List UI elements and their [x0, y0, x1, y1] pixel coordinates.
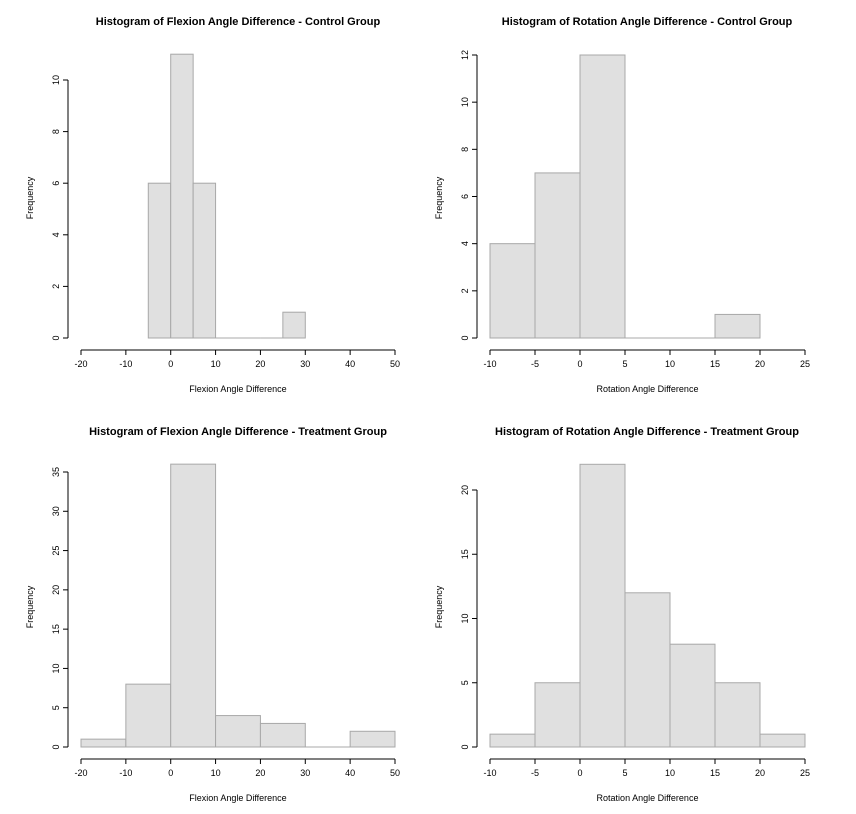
x-axis-label: Flexion Angle Difference [189, 793, 286, 803]
x-tick-label: 50 [390, 359, 400, 369]
histogram-panel-1: Histogram of Flexion Angle Difference - … [25, 16, 400, 394]
y-axis-label: Frequency [25, 176, 35, 219]
histogram-bar [215, 715, 261, 748]
x-tick-label: 20 [255, 359, 265, 369]
y-tick-label: 10 [460, 97, 470, 107]
histogram-bar [489, 243, 536, 339]
histogram-panel-4: Histogram of Rotation Angle Difference -… [434, 426, 810, 803]
y-tick-label: 25 [51, 546, 61, 556]
x-tick-label: 20 [755, 359, 765, 369]
x-tick-label: 30 [300, 768, 310, 778]
x-tick-label: 0 [168, 768, 173, 778]
x-tick-label: -10 [119, 768, 132, 778]
y-tick-label: 6 [51, 181, 61, 186]
x-tick-label: -20 [74, 359, 87, 369]
y-tick-label: 8 [51, 129, 61, 134]
histogram-bar [282, 311, 306, 339]
y-tick-label: 20 [460, 485, 470, 495]
histogram-bar [534, 172, 581, 339]
y-tick-label: 10 [51, 75, 61, 85]
histogram-bar [349, 730, 396, 748]
y-tick-label: 0 [460, 744, 470, 749]
x-tick-label: 15 [710, 768, 720, 778]
y-tick-label: 30 [51, 506, 61, 516]
x-tick-label: 5 [622, 359, 627, 369]
x-tick-label: -20 [74, 768, 87, 778]
y-axis-label: Frequency [25, 585, 35, 628]
y-tick-label: 20 [51, 585, 61, 595]
y-tick-label: 5 [460, 680, 470, 685]
x-tick-label: 0 [577, 768, 582, 778]
x-tick-label: 25 [800, 359, 810, 369]
x-tick-label: 10 [211, 359, 221, 369]
chart-title: Histogram of Flexion Angle Difference - … [89, 426, 387, 438]
x-tick-label: -10 [119, 359, 132, 369]
x-tick-label: 0 [577, 359, 582, 369]
x-tick-label: 20 [755, 768, 765, 778]
x-tick-label: 10 [211, 768, 221, 778]
y-tick-label: 12 [460, 50, 470, 60]
histogram-bar [170, 53, 194, 339]
histogram-bar [147, 182, 172, 339]
histogram-bar [669, 643, 716, 748]
y-tick-label: 0 [460, 335, 470, 340]
x-axis-label: Rotation Angle Difference [597, 793, 699, 803]
y-tick-label: 4 [51, 232, 61, 237]
histogram-bar [624, 592, 671, 748]
y-tick-label: 5 [51, 705, 61, 710]
x-tick-label: 25 [800, 768, 810, 778]
y-axis-label: Frequency [434, 176, 444, 219]
histogram-bar [579, 54, 626, 339]
y-tick-label: 15 [51, 624, 61, 634]
y-tick-label: 2 [460, 288, 470, 293]
y-tick-label: 10 [51, 663, 61, 673]
chart-title: Histogram of Rotation Angle Difference -… [502, 16, 793, 28]
y-tick-label: 0 [51, 335, 61, 340]
y-tick-label: 0 [51, 744, 61, 749]
x-tick-label: -5 [531, 359, 539, 369]
y-tick-label: 6 [460, 194, 470, 199]
histogram-bar [170, 463, 217, 748]
x-axis-label: Flexion Angle Difference [189, 384, 286, 394]
histogram-panel-3: Histogram of Flexion Angle Difference - … [25, 426, 400, 803]
y-tick-label: 15 [460, 549, 470, 559]
x-tick-label: 20 [255, 768, 265, 778]
chart-title: Histogram of Flexion Angle Difference - … [96, 16, 381, 28]
x-axis-label: Rotation Angle Difference [597, 384, 699, 394]
histogram-bar [489, 733, 536, 748]
x-tick-label: 0 [168, 359, 173, 369]
x-tick-label: 50 [390, 768, 400, 778]
y-axis-label: Frequency [434, 585, 444, 628]
histogram-bar [125, 683, 172, 748]
y-tick-label: 4 [460, 241, 470, 246]
x-tick-label: -5 [531, 768, 539, 778]
histogram-bar [80, 738, 127, 748]
chart-title: Histogram of Rotation Angle Difference -… [495, 426, 799, 438]
x-tick-label: -10 [483, 359, 496, 369]
x-tick-label: -10 [483, 768, 496, 778]
y-tick-label: 10 [460, 613, 470, 623]
y-tick-label: 35 [51, 467, 61, 477]
x-tick-label: 15 [710, 359, 720, 369]
histogram-bar [759, 733, 806, 748]
histogram-panel-2: Histogram of Rotation Angle Difference -… [434, 16, 810, 394]
x-tick-label: 10 [665, 768, 675, 778]
x-tick-label: 5 [622, 768, 627, 778]
histogram-bar [259, 722, 306, 748]
x-tick-label: 30 [300, 359, 310, 369]
x-tick-label: 40 [345, 768, 355, 778]
histogram-bar [534, 682, 581, 748]
histogram-bar [579, 463, 626, 748]
x-tick-label: 40 [345, 359, 355, 369]
histogram-bar [714, 313, 761, 339]
y-tick-label: 2 [51, 284, 61, 289]
histogram-bar [192, 182, 217, 339]
x-tick-label: 10 [665, 359, 675, 369]
y-tick-label: 8 [460, 147, 470, 152]
histogram-bar [714, 682, 761, 748]
